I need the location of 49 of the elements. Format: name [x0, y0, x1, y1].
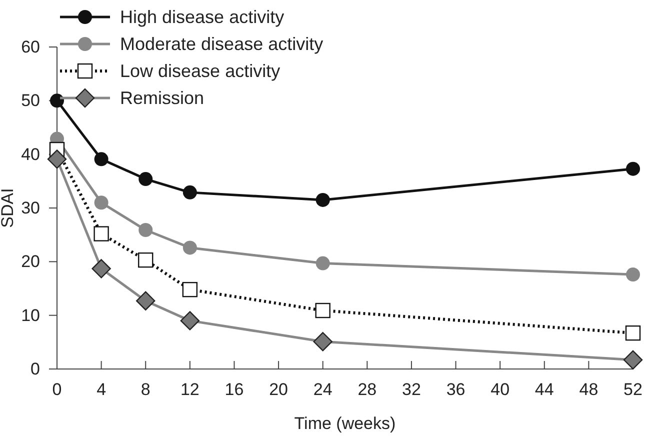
- point: [138, 252, 154, 268]
- x-tick-label: 52: [624, 380, 642, 400]
- x-tick-label: 8: [140, 380, 150, 400]
- point: [138, 223, 153, 238]
- point: [182, 282, 198, 298]
- point: [182, 185, 197, 200]
- x-tick-label: 0: [52, 380, 62, 400]
- x-tick-label: 4: [96, 380, 106, 400]
- point: [626, 162, 640, 176]
- x-tick-label: 24: [313, 380, 332, 400]
- x-tick-label: 12: [180, 380, 200, 400]
- x-tick-label: 36: [446, 380, 466, 400]
- x-tick-label: 44: [534, 380, 554, 400]
- x-tick-label: 16: [224, 380, 244, 400]
- point: [182, 240, 197, 255]
- point: [625, 325, 641, 341]
- x-axis-title: Time (weeks): [294, 414, 396, 433]
- point: [626, 268, 640, 282]
- point: [316, 256, 330, 270]
- point: [47, 150, 67, 169]
- legend-label: Remission: [120, 88, 204, 108]
- x-tick-label: 28: [358, 380, 377, 400]
- point: [138, 172, 153, 186]
- point: [92, 259, 111, 278]
- y-tick-label: 40: [21, 144, 40, 164]
- point: [94, 226, 109, 242]
- x-tick-label: 48: [579, 380, 598, 400]
- legend-label: Low disease activity: [120, 61, 280, 81]
- point: [313, 332, 332, 352]
- y-axis-title: SDAI: [0, 188, 17, 228]
- y-tick-label: 50: [21, 91, 40, 110]
- point: [94, 152, 108, 166]
- point: [136, 291, 156, 310]
- point: [94, 196, 108, 210]
- y-tick-label: 0: [30, 359, 40, 378]
- point: [50, 94, 64, 108]
- point: [180, 311, 200, 330]
- point: [316, 192, 330, 207]
- x-tick-label: 32: [402, 380, 421, 400]
- x-tick-label: 20: [269, 380, 288, 400]
- y-tick-label: 10: [21, 306, 40, 325]
- legend-label: Moderate disease activity: [120, 34, 324, 54]
- legend-label: High disease activity: [120, 7, 284, 27]
- y-tick-label: 20: [21, 252, 40, 272]
- y-tick-label: 60: [21, 37, 40, 56]
- point: [315, 302, 330, 318]
- y-tick-label: 30: [21, 198, 40, 218]
- point: [623, 350, 643, 370]
- x-tick-label: 40: [490, 380, 510, 400]
